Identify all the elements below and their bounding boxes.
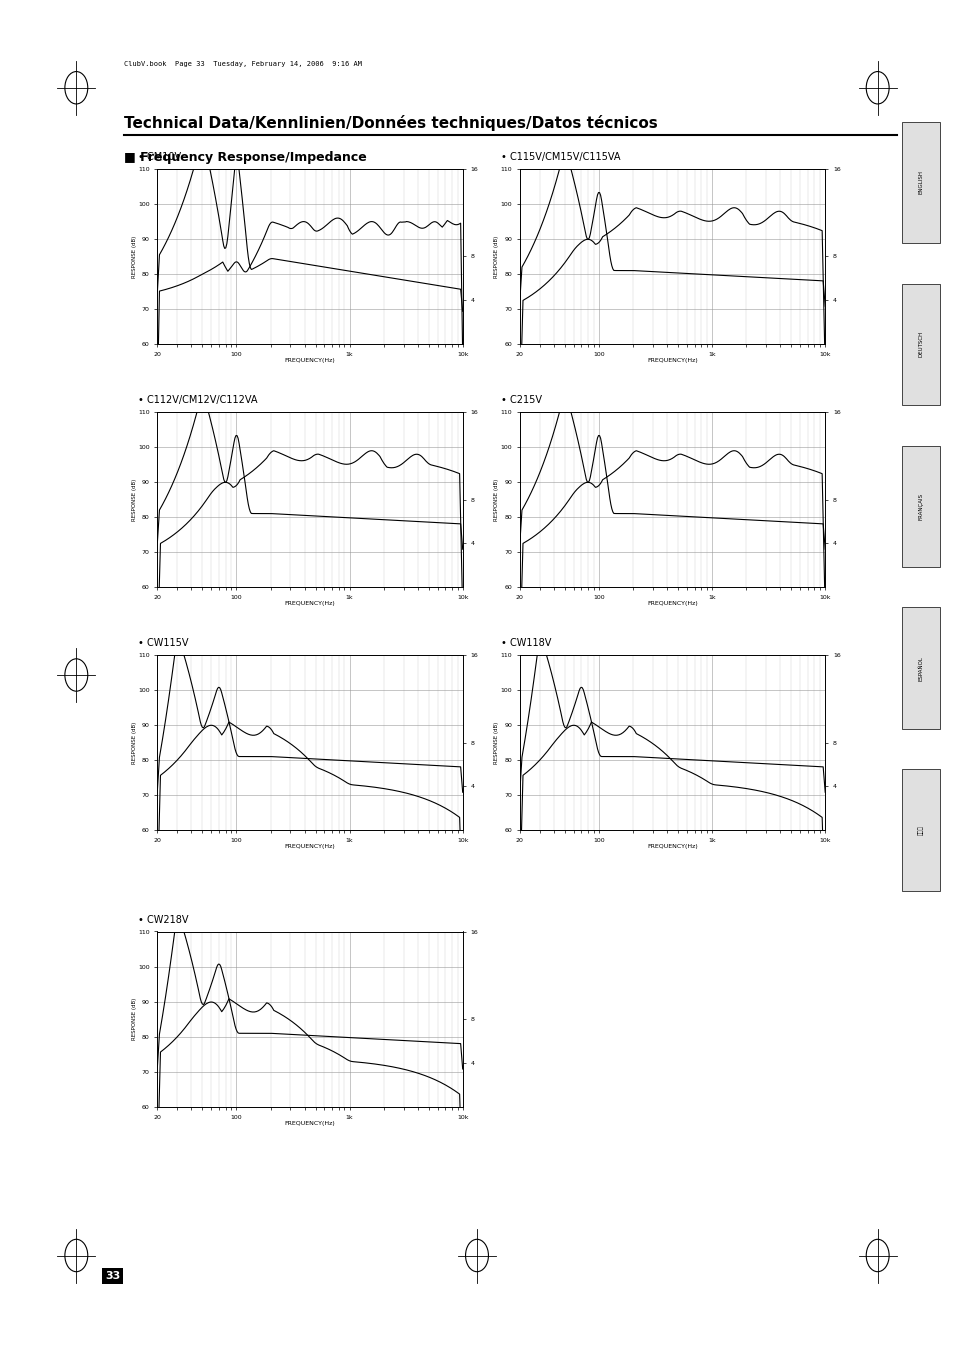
X-axis label: FREQUENCY(Hz): FREQUENCY(Hz) [646,601,698,606]
Text: • CM10V: • CM10V [138,153,181,162]
Text: • C112V/CM12V/C112VA: • C112V/CM12V/C112VA [138,396,257,405]
X-axis label: FREQUENCY(Hz): FREQUENCY(Hz) [284,1120,335,1126]
X-axis label: FREQUENCY(Hz): FREQUENCY(Hz) [284,358,335,363]
Text: ■ Frequency Response/Impedance: ■ Frequency Response/Impedance [124,151,366,165]
Text: • CW118V: • CW118V [500,639,551,648]
Text: • CW115V: • CW115V [138,639,189,648]
Y-axis label: RESPONSE (dB): RESPONSE (dB) [132,998,136,1041]
Y-axis label: RESPONSE (dB): RESPONSE (dB) [494,721,498,764]
Text: ESPAÑOL: ESPAÑOL [917,656,923,680]
Text: ClubV.book  Page 33  Tuesday, February 14, 2006  9:16 AM: ClubV.book Page 33 Tuesday, February 14,… [124,61,361,66]
X-axis label: FREQUENCY(Hz): FREQUENCY(Hz) [284,844,335,849]
Text: • C115V/CM15V/C115VA: • C115V/CM15V/C115VA [500,153,619,162]
Y-axis label: RESPONSE (dB): RESPONSE (dB) [132,478,136,521]
X-axis label: FREQUENCY(Hz): FREQUENCY(Hz) [646,844,698,849]
Text: DEUTSCH: DEUTSCH [917,331,923,358]
Y-axis label: RESPONSE (dB): RESPONSE (dB) [494,478,498,521]
Y-axis label: RESPONSE (dB): RESPONSE (dB) [132,721,136,764]
Text: FRANÇAIS: FRANÇAIS [917,493,923,520]
Y-axis label: RESPONSE (dB): RESPONSE (dB) [494,235,498,278]
Text: 日本語: 日本語 [917,825,923,836]
Y-axis label: RESPONSE (dB): RESPONSE (dB) [132,235,136,278]
Text: • C215V: • C215V [500,396,541,405]
Text: • CW218V: • CW218V [138,915,189,925]
Text: 33: 33 [105,1270,120,1281]
X-axis label: FREQUENCY(Hz): FREQUENCY(Hz) [284,601,335,606]
Text: Technical Data/Kennlinien/Données techniques/Datos técnicos: Technical Data/Kennlinien/Données techni… [124,115,657,131]
Text: ENGLISH: ENGLISH [917,170,923,194]
X-axis label: FREQUENCY(Hz): FREQUENCY(Hz) [646,358,698,363]
